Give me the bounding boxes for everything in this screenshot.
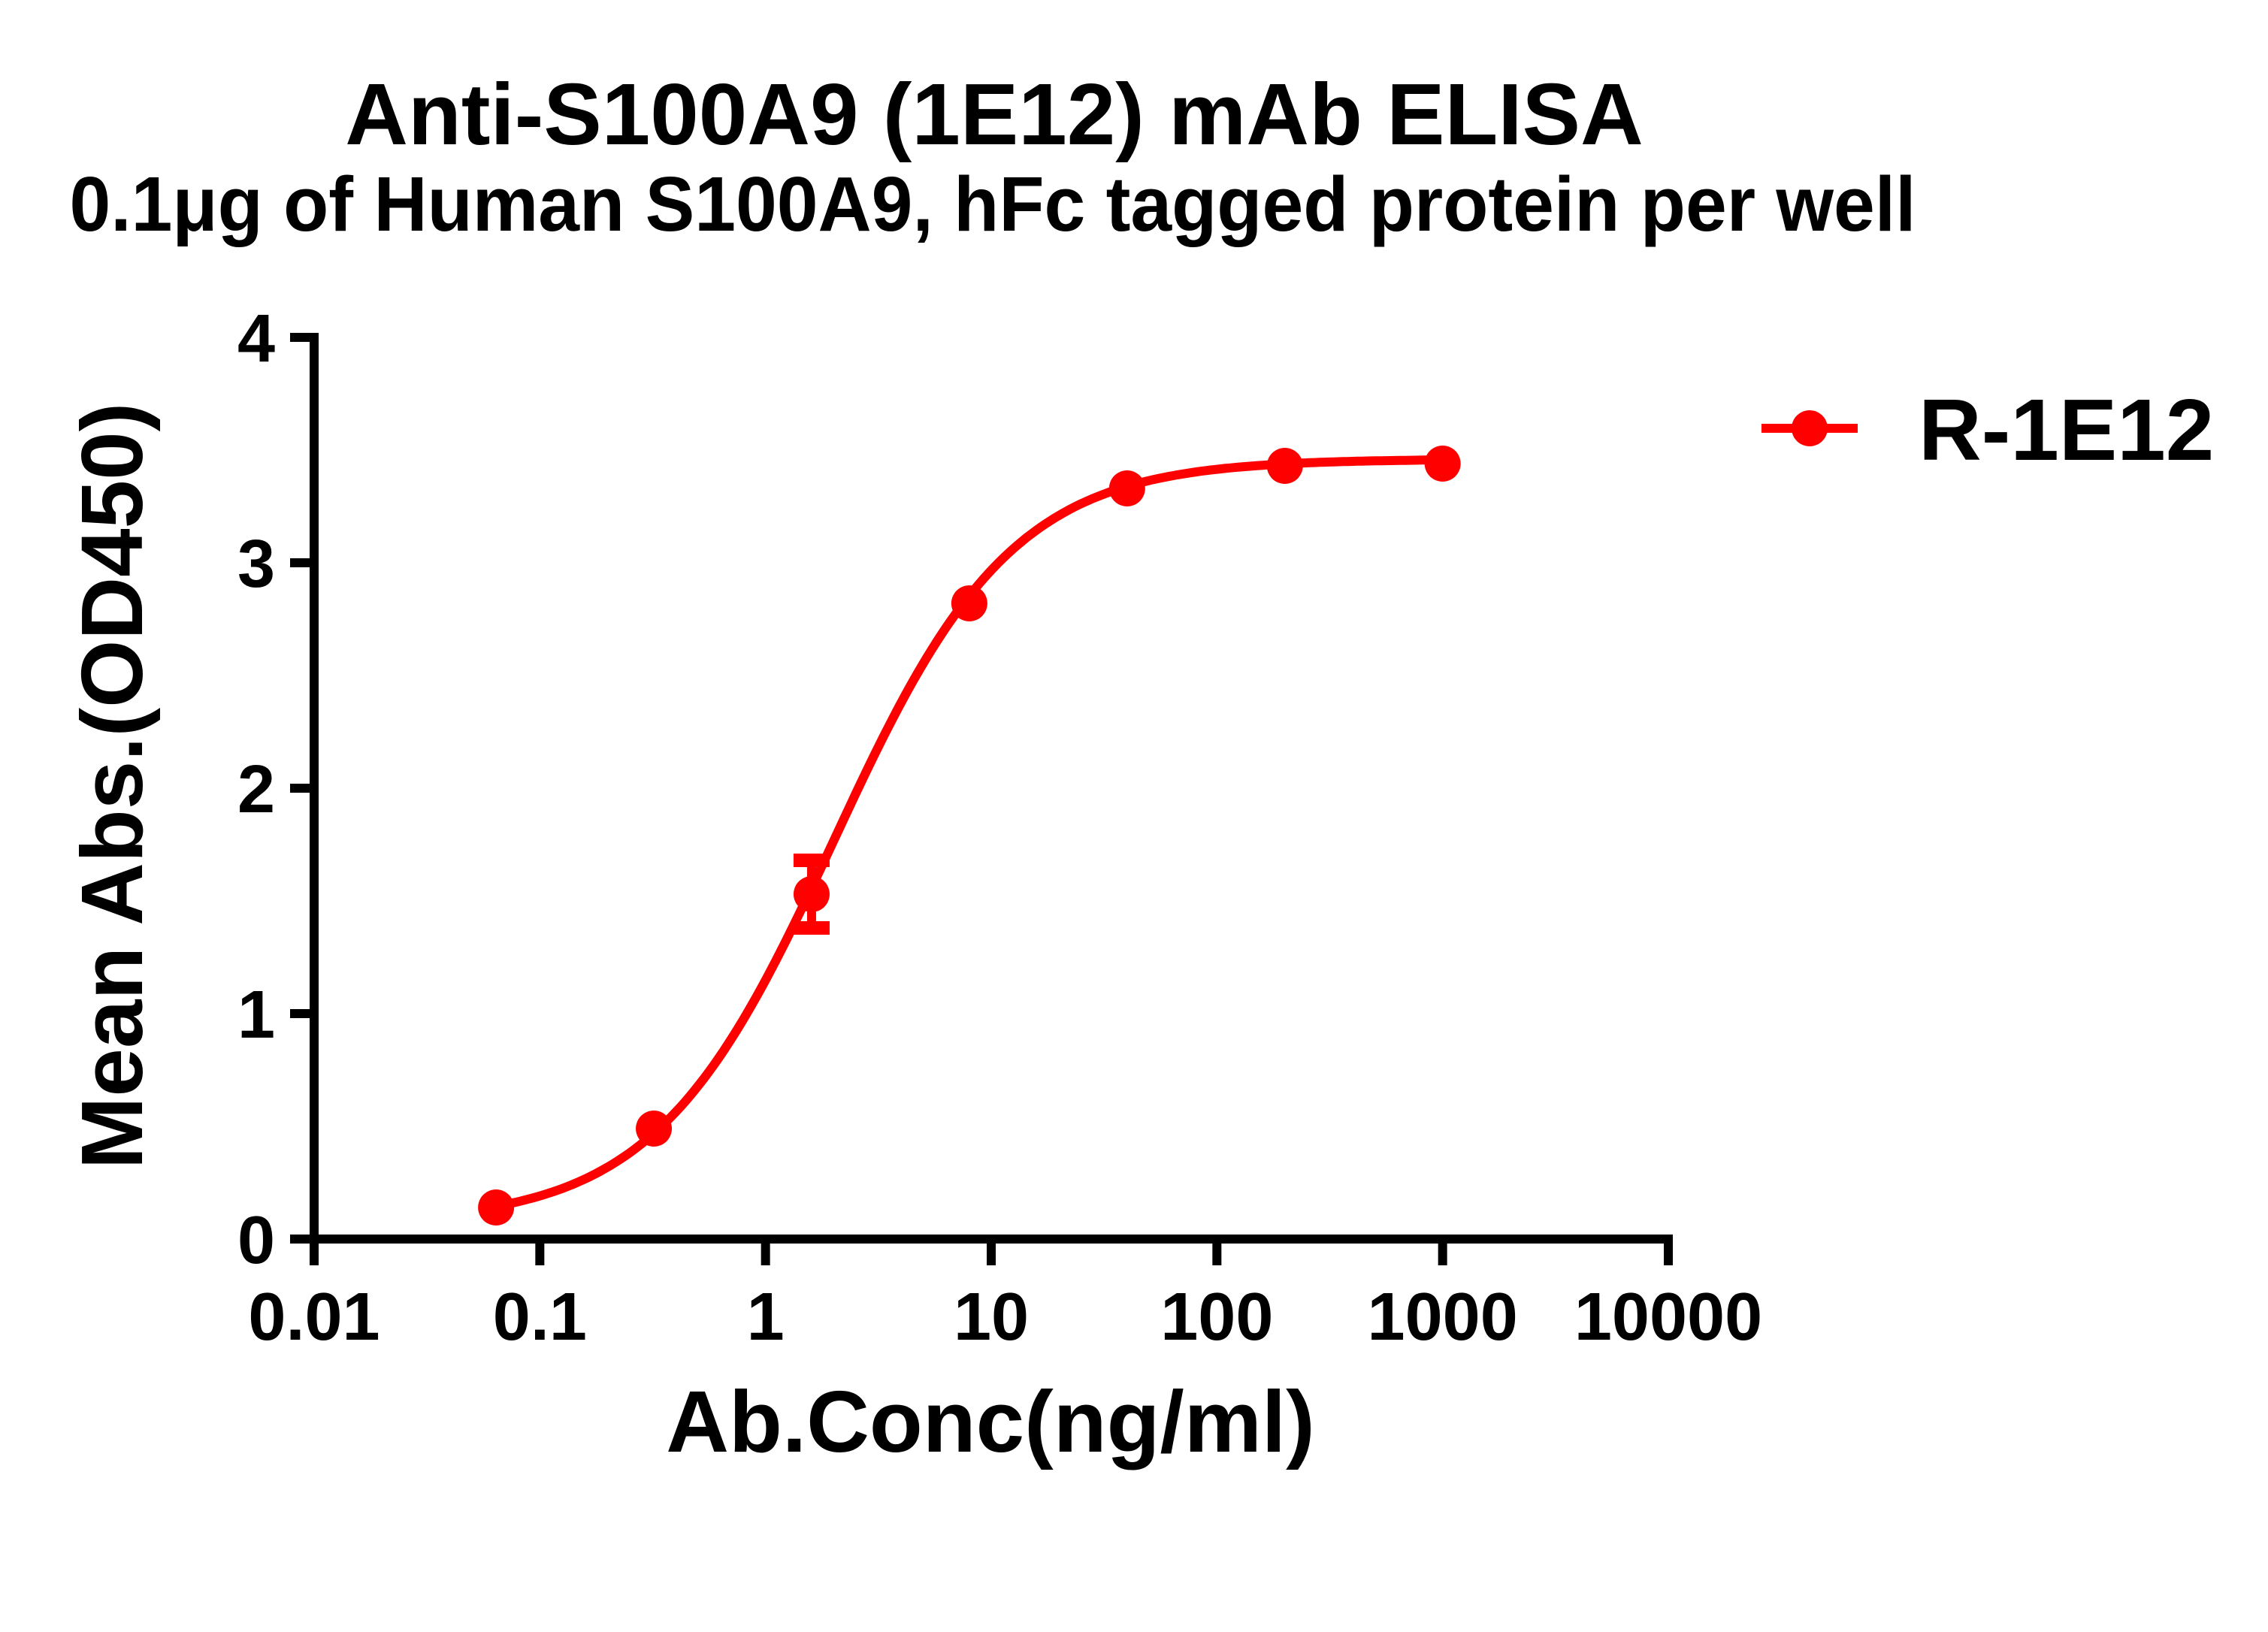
data-point (793, 876, 830, 912)
x-tick-label: 1 (747, 1280, 785, 1355)
legend-marker-icon (1792, 410, 1828, 446)
legend-label: R-1E12 (1919, 381, 2214, 479)
y-tick-label: 4 (237, 301, 275, 376)
data-point (1266, 448, 1303, 484)
x-tick-label: 100 (1160, 1280, 1273, 1355)
legend: R-1E12 (1761, 381, 2214, 479)
plot-area (478, 446, 1461, 1226)
x-axis-title: Ab.Conc(ng/ml) (666, 1373, 1314, 1470)
data-point (1424, 446, 1461, 482)
x-tick-label: 0.1 (493, 1280, 587, 1355)
chart-subtitle: 0.1μg of Human S100A9, hFc tagged protei… (70, 161, 1916, 247)
data-point (636, 1111, 673, 1147)
data-point (1108, 470, 1145, 506)
y-axis-title: Mean Abs.(OD450) (63, 403, 161, 1170)
y-tick-label: 1 (237, 978, 275, 1053)
x-axis-ticks: 0.01 0.1 1 10 100 1000 10000 (248, 1239, 1762, 1355)
y-tick-label: 0 (237, 1203, 275, 1278)
y-tick-label: 2 (237, 752, 275, 827)
data-point (478, 1189, 515, 1226)
x-tick-label: 1000 (1368, 1280, 1518, 1355)
data-point (951, 585, 987, 621)
x-tick-label: 10 (954, 1280, 1029, 1355)
y-tick-label: 3 (237, 527, 275, 602)
x-tick-label: 0.01 (248, 1280, 380, 1355)
y-axis-ticks: 0 1 2 3 4 (237, 301, 314, 1278)
chart-title: Anti-S100A9 (1E12) mAb ELISA (345, 65, 1644, 163)
x-tick-label: 10000 (1574, 1280, 1762, 1355)
